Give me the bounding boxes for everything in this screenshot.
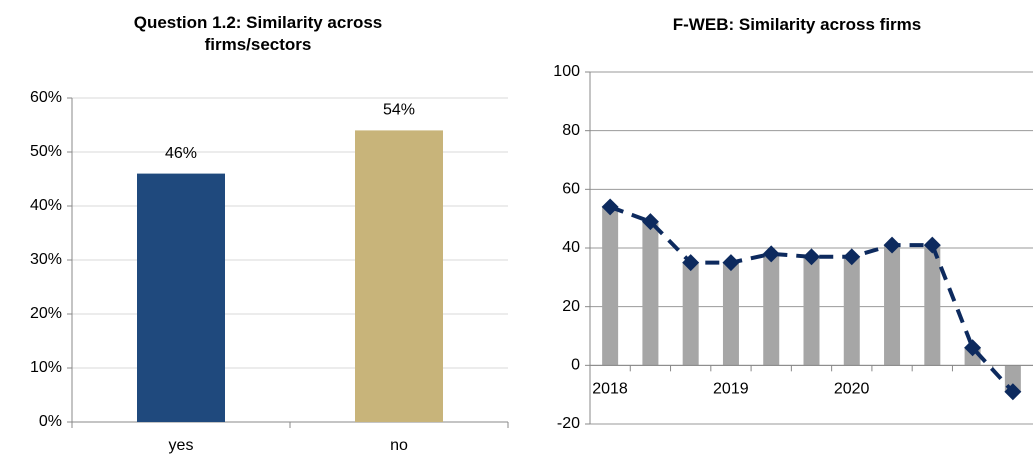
y-tick-label: 0% bbox=[39, 413, 62, 430]
marker bbox=[641, 213, 659, 231]
y-tick-label: 100 bbox=[553, 63, 580, 80]
marker bbox=[923, 236, 941, 254]
marker bbox=[803, 248, 820, 266]
marker bbox=[722, 254, 740, 272]
x-tick-label: no bbox=[390, 437, 408, 454]
bar bbox=[763, 253, 780, 366]
data-label: 54% bbox=[383, 102, 415, 119]
bar bbox=[137, 173, 225, 422]
marker bbox=[883, 236, 901, 254]
x-tick-label: 2020 bbox=[834, 381, 870, 398]
line bbox=[609, 205, 1015, 394]
y-tick-label: 60% bbox=[30, 89, 62, 106]
x-tick-label: 2019 bbox=[713, 381, 749, 398]
y-tick-label: 30% bbox=[30, 251, 62, 268]
marker bbox=[843, 248, 861, 266]
marker bbox=[682, 254, 700, 272]
y-tick-label: 40 bbox=[562, 239, 580, 256]
y-tick-label: 0 bbox=[571, 357, 580, 374]
bar bbox=[843, 256, 860, 366]
y-tick-label: 80 bbox=[562, 122, 580, 139]
marker bbox=[762, 245, 780, 263]
bar bbox=[642, 221, 659, 366]
bar bbox=[722, 262, 739, 366]
y-tick-label: -20 bbox=[557, 415, 580, 432]
bar bbox=[682, 262, 699, 366]
y-tick-label: 10% bbox=[30, 359, 62, 376]
data-label: 46% bbox=[165, 145, 197, 162]
y-tick-label: 50% bbox=[30, 143, 62, 160]
y-tick-label: 20% bbox=[30, 305, 62, 322]
y-tick-label: 60 bbox=[562, 181, 580, 198]
x-tick-label: 2018 bbox=[592, 381, 628, 398]
bar bbox=[884, 245, 901, 366]
bar bbox=[924, 245, 941, 366]
marker bbox=[1004, 383, 1022, 401]
chart-title: Question 1.2: Similarity across firms/se… bbox=[133, 13, 383, 54]
y-tick-label: 20 bbox=[562, 298, 580, 315]
chart-title: F-WEB: Similarity across firms bbox=[672, 15, 922, 34]
x-tick-label: yes bbox=[169, 437, 194, 454]
marker bbox=[964, 339, 982, 357]
bar bbox=[803, 256, 820, 366]
y-tick-label: 40% bbox=[30, 197, 62, 214]
bar bbox=[355, 130, 443, 422]
bar bbox=[602, 206, 619, 366]
marker bbox=[601, 198, 619, 216]
